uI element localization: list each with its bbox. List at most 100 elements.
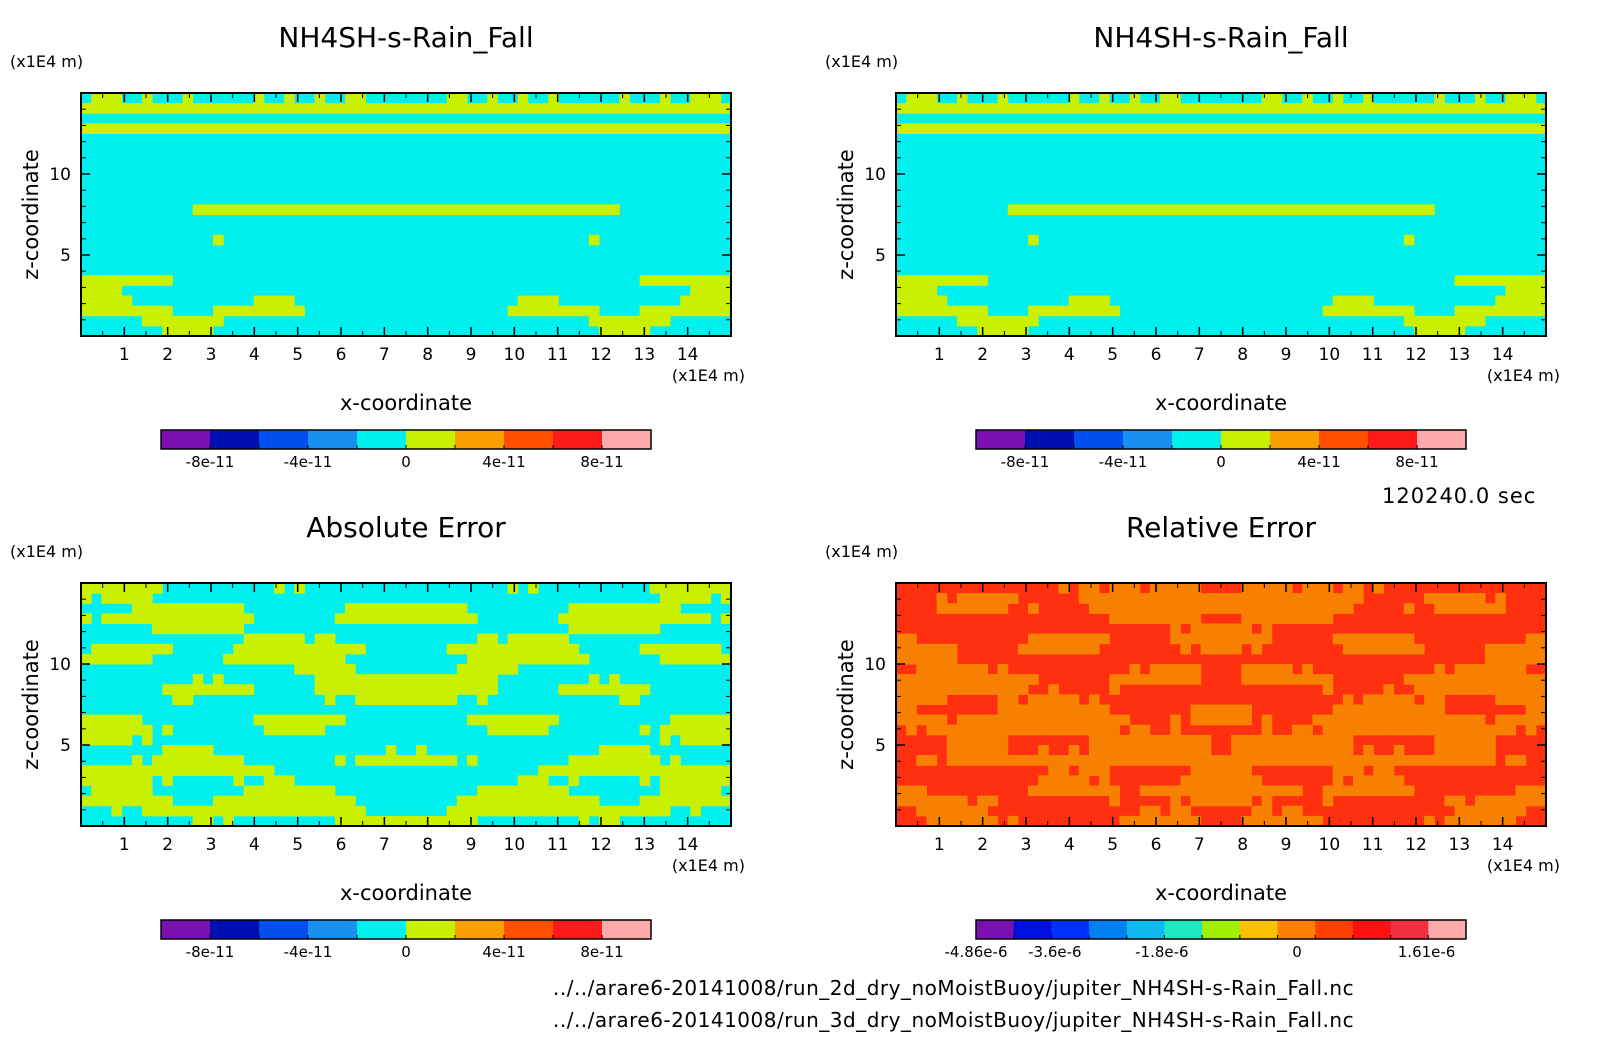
field-cell <box>659 724 671 736</box>
field-cell <box>152 613 163 624</box>
field-cell <box>477 664 488 675</box>
field-cell <box>598 325 610 337</box>
field-cell <box>1261 613 1273 624</box>
field-cell <box>710 734 722 746</box>
field-cell <box>896 674 907 685</box>
field-cell <box>1322 603 1334 614</box>
field-cell <box>1160 583 1171 594</box>
field-cell <box>1525 684 1537 695</box>
field-cell <box>456 815 468 827</box>
field-cell <box>517 305 529 317</box>
field-cell <box>294 633 305 645</box>
field-cell <box>1525 674 1537 685</box>
field-cell <box>558 103 569 114</box>
y-tick-label: 10 <box>49 655 71 675</box>
field-cell <box>1444 315 1456 327</box>
field-cell <box>1393 694 1405 705</box>
field-cell <box>1464 724 1476 736</box>
field-cell <box>456 603 468 614</box>
field-cell <box>1119 583 1131 594</box>
field-cell <box>639 755 651 766</box>
field-cell <box>936 295 948 307</box>
field-cell <box>1424 674 1435 685</box>
field-cell <box>1271 734 1283 746</box>
field-cell <box>700 285 712 296</box>
x-tick-label: 12 <box>1405 345 1427 365</box>
field-cell <box>1017 755 1029 766</box>
x-tick-label: 2 <box>162 835 173 855</box>
field-cell <box>967 745 978 756</box>
field-cell <box>1474 724 1486 736</box>
field-cell <box>690 123 702 134</box>
field-cell <box>1434 674 1445 685</box>
field-cell <box>172 745 184 756</box>
x-tick-label: 1 <box>119 345 130 365</box>
x-tick-label: 12 <box>590 345 612 365</box>
field-cell <box>1535 785 1547 797</box>
field-cell <box>967 123 978 134</box>
field-cell <box>172 684 184 695</box>
field-cell <box>487 684 498 695</box>
field-cell <box>477 714 488 726</box>
field-cell <box>1017 724 1029 736</box>
field-cell <box>365 613 377 624</box>
field-cell <box>1434 315 1445 327</box>
colorbar-swatch <box>357 430 407 449</box>
field-cell <box>1485 734 1496 746</box>
field-cell <box>497 204 509 215</box>
field-cell <box>639 765 651 776</box>
field-cell <box>81 103 92 114</box>
field-cell <box>141 593 153 604</box>
field-cell <box>548 103 559 114</box>
field-cell <box>527 785 539 797</box>
field-cell <box>629 103 641 114</box>
field-cell <box>1210 704 1222 716</box>
field-cell <box>1221 103 1232 114</box>
field-cell <box>446 815 458 827</box>
field-cell <box>233 623 244 635</box>
field-cell <box>1535 714 1547 726</box>
field-cell <box>1413 643 1425 655</box>
field-cell <box>243 785 255 797</box>
field-cell <box>1312 674 1324 685</box>
field-cell <box>1444 103 1456 114</box>
chart-title: NH4SH-s-Rain_Fall <box>1093 21 1348 54</box>
field-cell <box>639 613 651 624</box>
field-cell <box>700 123 712 134</box>
y-tick-label: 5 <box>60 246 71 266</box>
field-cell <box>152 765 163 776</box>
field-cell <box>1353 633 1364 645</box>
field-cell <box>406 694 417 705</box>
field-cell <box>101 123 112 134</box>
field-cell <box>304 724 316 736</box>
field-cell <box>456 93 468 104</box>
field-cell <box>1139 734 1151 746</box>
field-cell <box>906 275 917 286</box>
field-cell <box>182 603 194 614</box>
field-cell <box>946 275 958 286</box>
field-cell <box>81 275 92 286</box>
field-cell <box>182 623 194 635</box>
field-cell <box>101 305 112 317</box>
colorbar-swatch <box>210 430 260 449</box>
field-cell <box>1028 704 1039 716</box>
field-cell <box>426 123 437 134</box>
field-cell <box>253 653 265 665</box>
x-tick-label: 11 <box>1362 345 1384 365</box>
field-cell <box>355 613 366 624</box>
field-cell <box>977 305 988 317</box>
field-cell <box>345 674 356 685</box>
field-cell <box>1363 204 1374 215</box>
field-cell <box>1353 593 1364 604</box>
field-cell <box>946 755 958 766</box>
field-cell <box>1393 643 1405 655</box>
field-cell <box>967 674 978 685</box>
field-cell <box>629 805 641 817</box>
field-cell <box>548 805 559 817</box>
field-cell <box>916 714 927 726</box>
field-cell <box>1231 643 1242 655</box>
field-cell <box>294 664 305 675</box>
field-cell <box>1038 694 1049 705</box>
field-cell <box>192 674 204 685</box>
